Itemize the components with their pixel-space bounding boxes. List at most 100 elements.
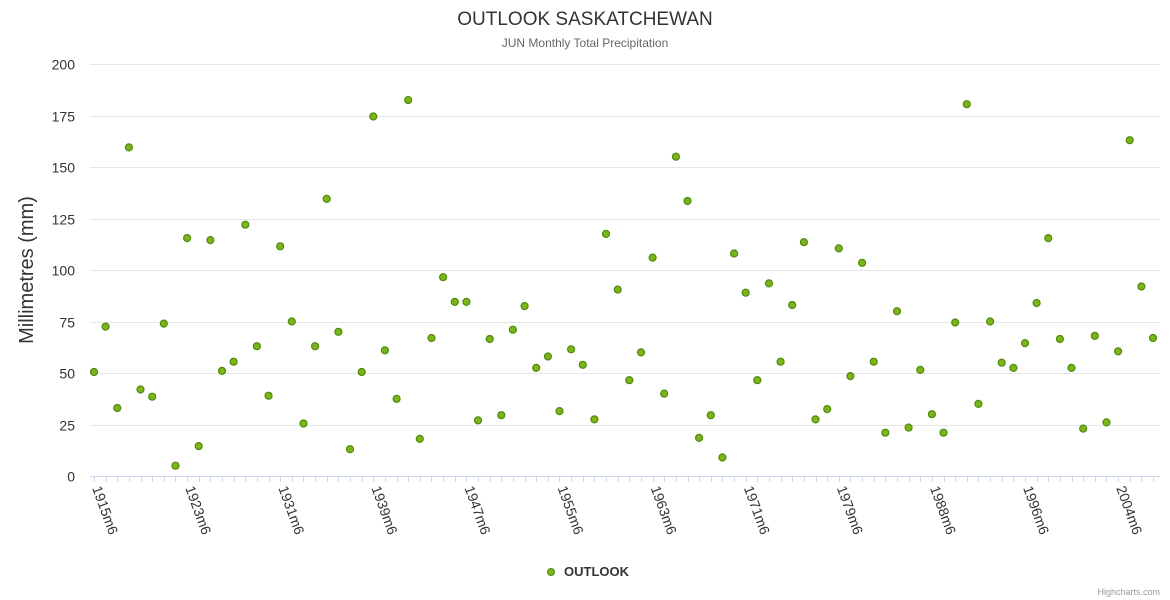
data-point-2004[interactable] bbox=[1125, 136, 1134, 145]
data-point-1930[interactable] bbox=[264, 391, 273, 400]
data-point-1922[interactable] bbox=[171, 461, 180, 470]
data-point-1958[interactable] bbox=[590, 415, 599, 424]
data-point-2001[interactable] bbox=[1090, 331, 1099, 340]
data-point-1993[interactable] bbox=[997, 358, 1006, 367]
data-point-1984[interactable] bbox=[892, 307, 902, 316]
data-point-1937[interactable] bbox=[345, 445, 355, 454]
data-point-1923[interactable] bbox=[183, 234, 192, 243]
data-point-1943[interactable] bbox=[415, 434, 424, 443]
legend-item-outlook[interactable]: OUTLOOK bbox=[564, 564, 630, 579]
data-point-1939[interactable] bbox=[369, 112, 378, 121]
data-point-1942[interactable] bbox=[404, 95, 413, 105]
data-point-1924[interactable] bbox=[194, 442, 203, 451]
data-point-1925[interactable] bbox=[206, 236, 215, 245]
data-point-1950[interactable] bbox=[497, 411, 506, 420]
legend[interactable]: OUTLOOK bbox=[547, 564, 630, 579]
data-point-1935[interactable] bbox=[322, 194, 331, 203]
data-point-1998[interactable] bbox=[1055, 334, 1065, 344]
data-point-1938[interactable] bbox=[357, 367, 366, 377]
data-point-1987[interactable] bbox=[927, 410, 937, 419]
data-point-1973[interactable] bbox=[764, 279, 774, 288]
data-point-1931[interactable] bbox=[276, 242, 285, 251]
data-point-1995[interactable] bbox=[1020, 339, 1030, 348]
data-point-1919[interactable] bbox=[136, 385, 145, 394]
data-point-1976[interactable] bbox=[799, 238, 809, 247]
data-point-1933[interactable] bbox=[299, 419, 308, 428]
data-point-1915[interactable] bbox=[89, 367, 99, 377]
data-point-1981[interactable] bbox=[857, 258, 867, 267]
data-point-1971[interactable] bbox=[741, 288, 750, 297]
data-point-1964[interactable] bbox=[660, 389, 669, 398]
data-point-1918[interactable] bbox=[124, 143, 133, 152]
data-point-1988[interactable] bbox=[939, 428, 948, 437]
data-point-1946[interactable] bbox=[450, 297, 459, 306]
data-point-1975[interactable] bbox=[788, 300, 797, 310]
data-point-1917[interactable] bbox=[113, 403, 122, 413]
data-point-1996[interactable] bbox=[1032, 298, 1041, 308]
data-point-1977[interactable] bbox=[811, 415, 820, 424]
data-point-1963[interactable] bbox=[648, 253, 657, 262]
data-point-1932[interactable] bbox=[287, 317, 296, 326]
data-point-1991[interactable] bbox=[974, 399, 983, 408]
y-axis-label: Millimetres (mm) bbox=[16, 196, 38, 344]
y-gridlines bbox=[90, 64, 1160, 426]
data-point-1962[interactable] bbox=[636, 348, 646, 357]
data-point-1959[interactable] bbox=[601, 229, 611, 238]
data-point-1928[interactable] bbox=[241, 220, 250, 229]
credits-link[interactable]: Highcharts.com bbox=[1097, 587, 1160, 597]
data-point-1955[interactable] bbox=[555, 407, 564, 416]
data-point-1960[interactable] bbox=[613, 285, 622, 294]
data-point-1957[interactable] bbox=[578, 360, 587, 369]
data-point-1983[interactable] bbox=[881, 428, 890, 437]
data-point-1968[interactable] bbox=[706, 411, 715, 420]
data-point-1920[interactable] bbox=[148, 392, 157, 401]
data-point-1999[interactable] bbox=[1067, 363, 1076, 372]
data-point-1982[interactable] bbox=[869, 357, 878, 366]
data-point-1951[interactable] bbox=[508, 325, 518, 334]
data-point-1948[interactable] bbox=[473, 416, 483, 425]
data-point-1966[interactable] bbox=[683, 196, 692, 206]
data-point-1969[interactable] bbox=[718, 453, 727, 462]
data-point-1941[interactable] bbox=[392, 394, 401, 403]
data-point-1940[interactable] bbox=[380, 346, 389, 355]
data-point-1972[interactable] bbox=[753, 376, 762, 385]
data-point-1926[interactable] bbox=[217, 366, 227, 375]
data-point-2000[interactable] bbox=[1079, 424, 1088, 433]
data-point-2005[interactable] bbox=[1137, 282, 1146, 291]
y-tick-label: 75 bbox=[59, 315, 75, 331]
data-point-1934[interactable] bbox=[311, 342, 320, 351]
data-point-1990[interactable] bbox=[962, 100, 971, 109]
data-point-1929[interactable] bbox=[252, 342, 261, 351]
data-point-1956[interactable] bbox=[566, 345, 576, 354]
data-point-1952[interactable] bbox=[520, 302, 529, 311]
data-point-1985[interactable] bbox=[904, 423, 913, 432]
x-tick-label: 1996m6 bbox=[1020, 484, 1052, 537]
data-point-1986[interactable] bbox=[916, 365, 925, 374]
data-point-1961[interactable] bbox=[625, 376, 634, 385]
data-point-1921[interactable] bbox=[159, 319, 168, 328]
data-point-1979[interactable] bbox=[834, 244, 843, 253]
data-point-2006[interactable] bbox=[1148, 333, 1158, 343]
data-point-1989[interactable] bbox=[951, 318, 960, 327]
data-point-1970[interactable] bbox=[729, 249, 739, 258]
data-point-1936[interactable] bbox=[334, 327, 343, 336]
data-point-1949[interactable] bbox=[485, 334, 494, 344]
data-point-1967[interactable] bbox=[694, 433, 704, 442]
data-point-2003[interactable] bbox=[1113, 347, 1123, 356]
data-point-1947[interactable] bbox=[462, 297, 471, 306]
data-point-1944[interactable] bbox=[427, 333, 436, 343]
data-point-1916[interactable] bbox=[101, 322, 110, 331]
data-point-1997[interactable] bbox=[1044, 234, 1053, 243]
data-point-1974[interactable] bbox=[776, 357, 785, 366]
data-point-1980[interactable] bbox=[846, 372, 855, 381]
data-point-1927[interactable] bbox=[229, 357, 238, 366]
data-point-1945[interactable] bbox=[439, 273, 448, 282]
x-tick-label: 1939m6 bbox=[368, 484, 400, 537]
data-point-1954[interactable] bbox=[543, 352, 553, 361]
data-point-1953[interactable] bbox=[532, 363, 541, 372]
data-point-1994[interactable] bbox=[1009, 363, 1018, 372]
data-point-2002[interactable] bbox=[1102, 418, 1111, 427]
data-point-1965[interactable] bbox=[671, 152, 681, 161]
data-point-1978[interactable] bbox=[823, 405, 832, 414]
data-point-1992[interactable] bbox=[985, 317, 995, 326]
